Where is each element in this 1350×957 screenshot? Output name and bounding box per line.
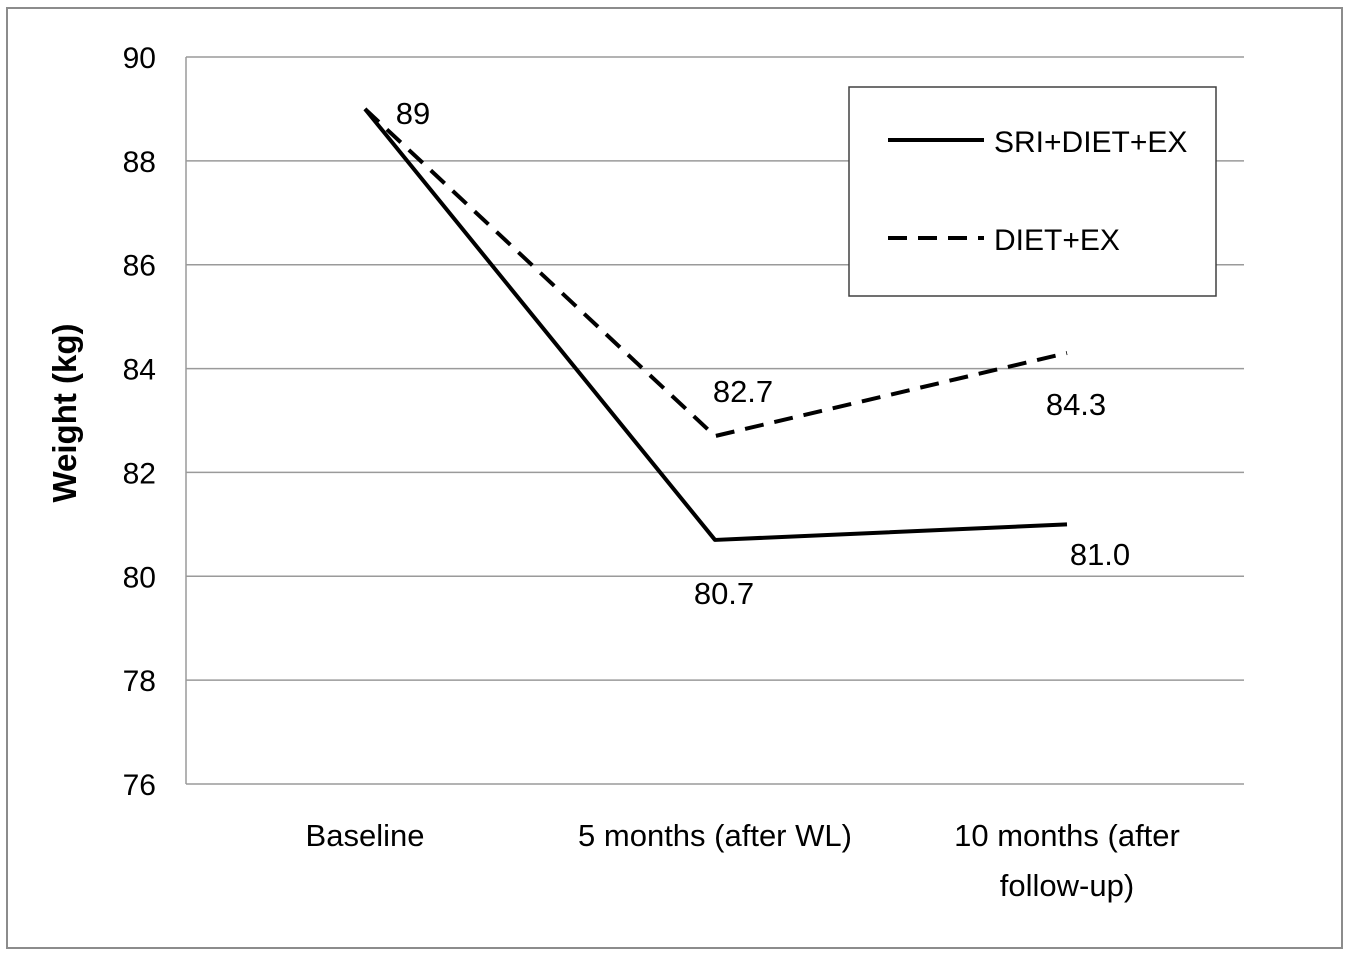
y-tick-label: 82 [123, 457, 156, 490]
y-tick-label: 80 [123, 561, 156, 594]
series-lines [363, 107, 1068, 542]
series-line-diet-ex [363, 107, 1068, 439]
legend: SRI+DIET+EX DIET+EX [848, 86, 1217, 297]
x-tick-labels: Baseline 5 months (after WL) 10 months (af… [306, 818, 1180, 903]
y-tick-label: 78 [123, 665, 156, 698]
x-tick-label: Baseline [306, 818, 425, 853]
series-line-sri-diet-ex [363, 107, 1068, 542]
legend-box [848, 86, 1217, 297]
data-label: 81.0 [1070, 537, 1130, 572]
data-label: 89 [396, 96, 430, 131]
y-tick-labels: 76 78 80 82 84 86 88 90 [123, 42, 156, 802]
data-label: 80.7 [694, 576, 754, 611]
data-label: 82.7 [713, 374, 773, 409]
y-axis-label: Weight (kg) [46, 323, 83, 502]
y-tick-label: 88 [123, 146, 156, 179]
y-tick-label: 86 [123, 250, 156, 283]
legend-label: SRI+DIET+EX [994, 126, 1187, 159]
x-tick-label: 5 months (after WL) [578, 818, 852, 853]
y-tick-label: 90 [123, 42, 156, 75]
y-tick-label: 76 [123, 769, 156, 802]
x-tick-label: 10 months (after follow-up) [954, 818, 1180, 903]
data-labels: 89 80.7 81.0 82.7 84.3 [396, 96, 1130, 611]
data-label: 84.3 [1046, 387, 1106, 422]
legend-label: DIET+EX [994, 224, 1120, 257]
y-tick-label: 84 [123, 354, 156, 387]
